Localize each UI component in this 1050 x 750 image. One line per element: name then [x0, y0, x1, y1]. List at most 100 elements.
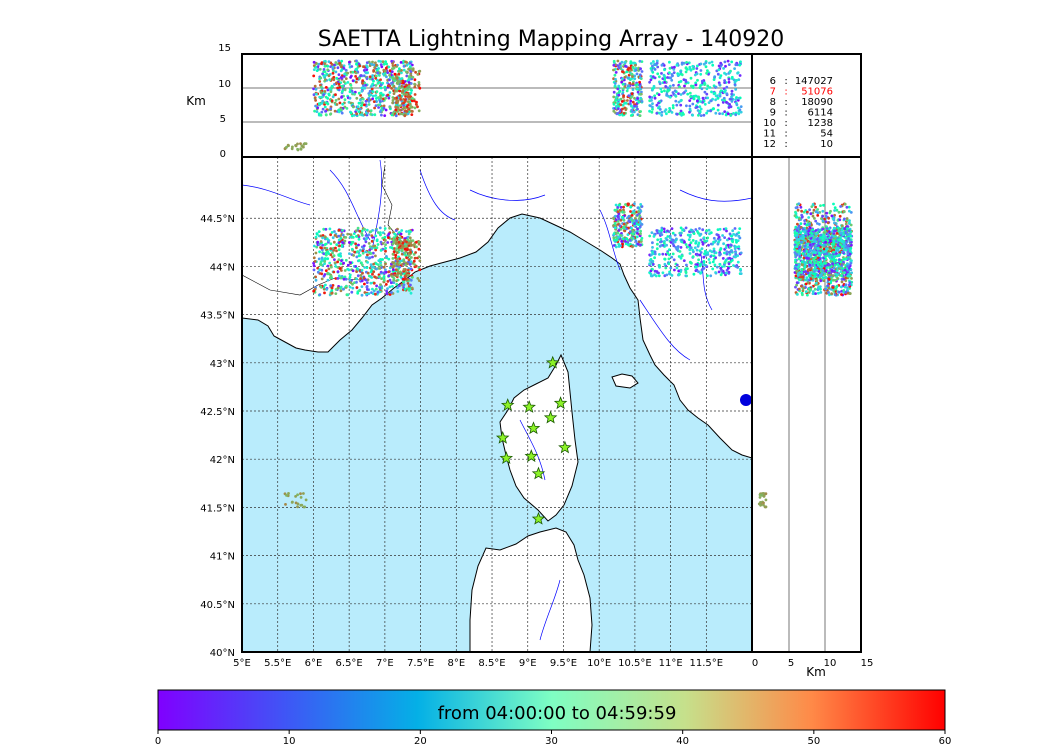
lightning-point-top: [631, 82, 635, 85]
lightning-point-top: [384, 88, 387, 92]
lightning-point-top: [377, 106, 380, 109]
lightning-point: [716, 233, 720, 237]
lightning-point-right: [794, 252, 798, 256]
lightning-point: [691, 255, 695, 259]
lightning-point-right: [847, 229, 851, 233]
lightning-point-top: [372, 79, 375, 83]
lightning-point: [707, 228, 711, 232]
lat-tick-label: 42.5°N: [200, 407, 235, 418]
lightning-point-right: [821, 227, 825, 231]
lightning-point: [371, 251, 375, 255]
lightning-point-top: [371, 74, 374, 77]
lightning-point-top: [319, 76, 323, 80]
lightning-point-top: [411, 75, 415, 79]
lightning-point: [617, 229, 621, 232]
lightning-point-right: [811, 234, 815, 238]
lightning-point-right: [822, 279, 826, 282]
lightning-point-top: [678, 85, 681, 89]
lightning-point-top: [355, 96, 359, 100]
lightning-point: [640, 223, 644, 226]
lightning-point-top: [623, 85, 627, 89]
lightning-point-top: [349, 83, 353, 87]
lightning-point: [615, 208, 619, 211]
lightning-point: [725, 229, 728, 233]
lightning-point-top: [734, 113, 738, 117]
lightning-point: [370, 265, 374, 269]
lightning-point-top: [366, 109, 370, 113]
lightning-point-right: [803, 264, 807, 268]
lightning-point: [357, 254, 361, 258]
lightning-point: [612, 232, 616, 236]
lightning-point: [334, 288, 338, 291]
lightning-point: [402, 286, 405, 289]
lightning-point: [336, 270, 340, 274]
lightning-point-top: [612, 59, 616, 63]
lightning-point-top: [734, 98, 738, 101]
count-n: 7: [770, 87, 776, 98]
lightning-point: [370, 246, 374, 250]
lightning-point-right: [842, 258, 846, 261]
count-sep: :: [784, 108, 787, 119]
lightning-point-right: [836, 277, 839, 280]
lightning-point-top: [668, 107, 671, 110]
lightning-point-top: [324, 86, 328, 89]
lightning-point: [360, 261, 363, 265]
lightning-point-top: [416, 73, 420, 76]
lightning-point: [331, 251, 334, 255]
lightning-point: [322, 252, 326, 256]
lightning-point-right: [800, 284, 803, 288]
lightning-point-top: [360, 104, 363, 107]
lightning-point: [694, 228, 698, 231]
lightning-point-top: [365, 68, 369, 71]
lightning-point-right: [837, 210, 841, 214]
lightning-point-top: [388, 91, 392, 94]
lightning-point-top: [409, 61, 412, 65]
lightning-point: [708, 249, 712, 253]
lightning-point-right: [818, 222, 821, 226]
lightning-point: [314, 251, 318, 255]
lightning-point-top: [388, 105, 392, 109]
lightning-point-right: [810, 205, 814, 209]
lightning-point-right: [813, 246, 817, 250]
lightning-point-top: [312, 74, 316, 78]
lightning-point: [418, 259, 422, 263]
lightning-point-right: [831, 217, 835, 221]
lightning-point: [686, 245, 690, 249]
lightning-point-top: [405, 93, 409, 96]
lightning-point-top: [364, 99, 368, 103]
lightning-point-top: [375, 63, 378, 67]
lightning-point-right: [809, 212, 813, 216]
lightning-point-top: [706, 84, 710, 88]
lightning-point-top: [631, 88, 635, 91]
lightning-point-top: [373, 113, 377, 117]
lightning-point: [651, 246, 654, 249]
lightning-point-right: [834, 278, 837, 282]
lightning-point: [338, 267, 342, 270]
lightning-point-top: [710, 90, 713, 94]
lightning-point: [404, 275, 407, 279]
lightning-point-top: [314, 87, 318, 91]
lightning-point: [340, 245, 344, 248]
lightning-point: [662, 227, 666, 231]
lightning-point: [706, 251, 710, 254]
lightning-point: [717, 270, 721, 274]
lightning-point: [319, 240, 323, 243]
lightning-point: [702, 255, 706, 259]
lightning-point-right: [813, 287, 817, 291]
lightning-point-right: [824, 240, 827, 244]
lightning-point-top: [332, 78, 336, 82]
lightning-point-top: [391, 98, 395, 102]
lightning-point: [407, 230, 411, 234]
lightning-point: [342, 287, 345, 291]
top-lightning-points: [283, 59, 743, 152]
lightning-point-right: [845, 205, 849, 209]
lightning-point: [374, 287, 378, 291]
lightning-point: [377, 259, 381, 262]
lightning-point: [324, 227, 328, 231]
lightning-point-top: [666, 89, 669, 93]
lightning-point-top: [659, 87, 663, 91]
lightning-point: [650, 253, 653, 257]
lightning-point: [329, 284, 333, 288]
lightning-point-top: [620, 100, 624, 103]
lightning-point: [344, 236, 348, 239]
